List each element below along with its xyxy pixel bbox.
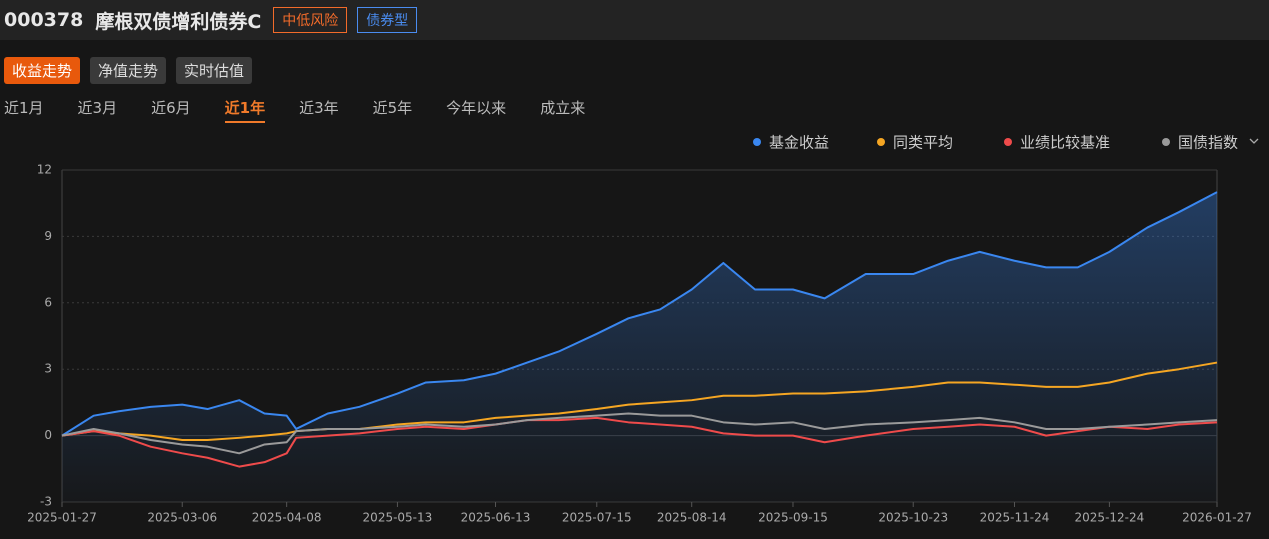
period[interactable]: 近5年 xyxy=(372,99,413,117)
y-tick-label: 12 xyxy=(37,163,52,177)
y-tick-label: 0 xyxy=(44,428,52,442)
header: 000378 摩根双债增利债券C 中低风险 债券型 xyxy=(0,0,1269,40)
legend-dot xyxy=(877,138,885,146)
legend-dropdown[interactable] xyxy=(1249,138,1259,144)
x-tick-label: 2025-08-14 xyxy=(657,511,727,525)
tab[interactable]: 净值走势 xyxy=(90,57,167,84)
period[interactable]: 近6月 xyxy=(151,99,191,117)
periods: 近1月 近3月 近6月 近1年 近3年 近5年 今年以来 成立来 xyxy=(4,97,619,123)
x-tick-label: 2025-10-23 xyxy=(878,511,948,525)
y-tick-label: 9 xyxy=(44,229,52,243)
x-tick-label: 2025-09-15 xyxy=(758,511,828,525)
line xyxy=(61,361,1218,442)
period[interactable]: 近3年 xyxy=(299,99,339,117)
line xyxy=(61,191,1218,437)
x-tick-label: 2026-01-27 xyxy=(1182,511,1252,525)
x-tick-label: 2025-01-27 xyxy=(27,511,97,525)
line xyxy=(61,416,1218,468)
period[interactable]: 近1月 xyxy=(4,99,44,117)
x-tick-label: 2025-04-08 xyxy=(252,511,322,525)
legend-dot xyxy=(753,138,761,146)
period[interactable]: 近1年 xyxy=(224,97,266,123)
risk-tag: 中低风险 xyxy=(273,7,348,33)
period[interactable]: 成立来 xyxy=(540,99,586,117)
legend-label[interactable]: 基金收益 xyxy=(769,134,829,152)
period[interactable]: 今年以来 xyxy=(446,99,507,117)
fund-code: 000378 xyxy=(4,9,84,31)
x-tick-label: 2025-03-06 xyxy=(147,511,217,525)
tab[interactable]: 收益走势 xyxy=(4,57,81,84)
fund-name: 摩根双债增利债券C xyxy=(95,10,262,33)
y-tick-label: 3 xyxy=(44,362,52,376)
y-tick-label: 6 xyxy=(44,295,52,309)
period[interactable]: 近3月 xyxy=(77,99,118,117)
legend-label[interactable]: 业绩比较基准 xyxy=(1020,134,1110,152)
x-tick-label: 2025-07-15 xyxy=(562,511,632,525)
area-fill xyxy=(62,192,1217,502)
y-tick-label: -3 xyxy=(40,495,52,509)
x-tick-label: 2025-06-13 xyxy=(461,511,531,525)
line xyxy=(61,412,1218,455)
x-tick-label: 2025-05-13 xyxy=(363,511,433,525)
tab[interactable]: 实时估值 xyxy=(176,57,253,84)
legend-dot xyxy=(1004,138,1012,146)
legend-dot xyxy=(1162,138,1170,146)
x-tick-label: 2025-11-24 xyxy=(980,511,1050,525)
legend-label[interactable]: 国债指数 xyxy=(1178,134,1238,152)
type-tag: 债券型 xyxy=(357,7,418,33)
legend-label[interactable]: 同类平均 xyxy=(893,134,953,152)
tabs: 收益走势 净值走势 实时估值 xyxy=(4,57,253,84)
x-tick-label: 2025-12-24 xyxy=(1075,511,1145,525)
